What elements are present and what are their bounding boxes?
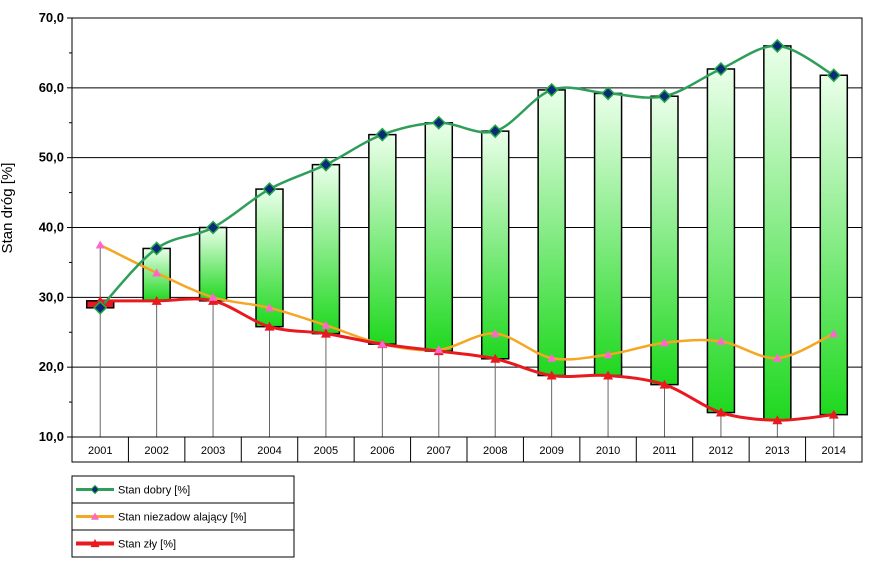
point-stan-niezadowalajacy: [829, 329, 839, 338]
legend-marker-triangle: [91, 512, 99, 520]
legend: Stan dobry [%] Stan niezadow alający [%] S…: [71, 475, 295, 558]
x-tick-label: 2005: [314, 445, 338, 457]
x-axis-table: 2001 2002 2003 2004 2005 2006 2007 2008 2009 2010…: [71, 436, 863, 463]
x-tick-label: 2003: [201, 445, 225, 457]
y-tick-label: 40,0: [39, 220, 64, 235]
point-stan-niezadowalajacy: [208, 292, 218, 301]
legend-label: Stan niezadow alający [%]: [118, 512, 246, 524]
legend-marker-triangle: [90, 539, 100, 548]
point-stan-niezadowalajacy: [265, 303, 274, 312]
point-stan-dobry: [713, 61, 728, 77]
point-stan-zly: [715, 407, 726, 417]
x-tick-label: 2001: [88, 445, 112, 457]
y-tick-label: 60,0: [39, 80, 64, 95]
x-tick-label: 2009: [539, 445, 563, 457]
point-stan-dobry: [206, 220, 221, 235]
point-stan-zly: [828, 409, 839, 419]
y-tick-label: 30,0: [39, 289, 64, 304]
series-line-stan-zly: [100, 297, 834, 422]
point-stan-niezadowalajacy: [490, 329, 500, 338]
x-tick-label: 2006: [370, 445, 394, 457]
x-tick-label: 2010: [596, 445, 620, 457]
up-bar: [368, 133, 397, 345]
x-tick-label: 2008: [483, 445, 507, 457]
x-tick-label: 2012: [709, 445, 733, 457]
point-stan-dobry: [770, 38, 785, 53]
series-line-stan-niezadowalajacy: [99, 243, 835, 361]
series-markers: [93, 38, 841, 425]
point-stan-niezadowalajacy: [321, 320, 331, 329]
up-bar: [198, 226, 228, 302]
up-bar: [593, 92, 623, 377]
y-axis-label: Stan dróg [%]: [0, 163, 16, 254]
point-stan-niezadowalajacy: [603, 350, 613, 359]
point-stan-niezadowalajacy: [547, 353, 557, 362]
up-bar: [311, 163, 341, 335]
point-stan-zly: [151, 295, 162, 305]
gridlines: [67, 17, 863, 438]
legend-marker-diamond: [90, 484, 100, 495]
point-stan-dobry: [431, 115, 446, 130]
point-stan-dobry: [318, 157, 333, 172]
point-stan-dobry: [826, 68, 841, 83]
up-bar: [763, 45, 792, 421]
y-tick-labels: 10,0 20,0 30,0 40,0 50,0 60,0 70,0: [39, 10, 64, 444]
x-tick-label: 2004: [257, 445, 281, 457]
point-stan-dobry: [488, 124, 503, 139]
up-bar: [424, 122, 454, 352]
point-stan-dobry: [657, 89, 672, 104]
up-bar: [650, 95, 679, 386]
up-bar: [537, 89, 566, 377]
point-stan-zly: [320, 328, 331, 338]
up-bar: [819, 74, 849, 416]
point-stan-niezadowalajacy: [772, 353, 782, 362]
point-stan-dobry: [149, 241, 164, 256]
y-tick-label: 10,0: [39, 429, 64, 444]
point-stan-dobry: [544, 82, 559, 97]
up-down-bars: [85, 45, 849, 421]
point-stan-niezadowalajacy: [660, 338, 669, 347]
legend-label: Stan zły [%]: [118, 539, 176, 551]
x-tick-label: 2014: [822, 445, 846, 457]
x-tick-label: 2011: [653, 445, 677, 457]
point-stan-zly: [603, 370, 614, 380]
up-bar: [706, 68, 736, 414]
point-stan-zly: [490, 353, 501, 363]
up-bar: [480, 130, 510, 360]
point-stan-dobry: [375, 127, 390, 142]
x-tick-label: 2007: [427, 445, 451, 457]
point-stan-niezadowalajacy: [152, 268, 162, 277]
y-tick-label: 50,0: [39, 150, 64, 165]
point-stan-dobry: [93, 300, 108, 315]
point-stan-niezadowalajacy: [377, 339, 387, 348]
point-stan-dobry: [262, 182, 277, 197]
point-stan-dobry: [601, 86, 616, 101]
point-stan-zly: [546, 370, 557, 380]
x-tick-label: 2002: [144, 445, 168, 457]
x-tick-label: 2013: [765, 445, 789, 457]
y-tick-label: 20,0: [39, 359, 64, 374]
point-stan-niezadowalajacy: [716, 336, 726, 345]
y-tick-label: 70,0: [39, 10, 64, 25]
point-stan-niezadowalajacy: [95, 240, 105, 249]
point-stan-zly: [95, 295, 106, 305]
point-stan-niezadowalajacy: [434, 345, 444, 354]
point-stan-zly: [659, 379, 670, 389]
point-stan-zly: [772, 415, 783, 425]
legend-label: Stan dobry [%]: [118, 485, 190, 497]
point-stan-zly: [264, 321, 275, 331]
